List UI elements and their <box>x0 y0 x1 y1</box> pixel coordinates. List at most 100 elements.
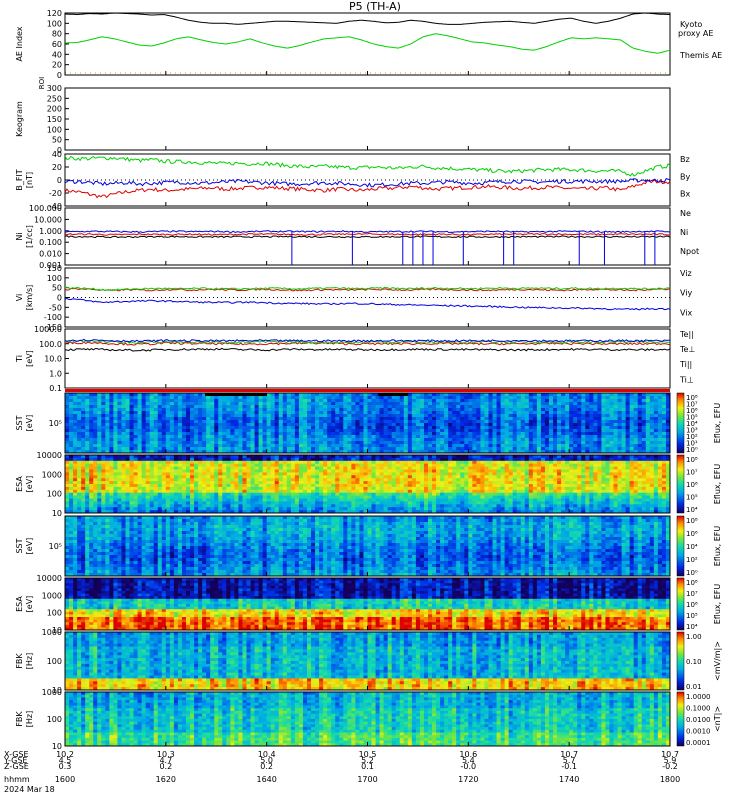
heatmap-cell <box>323 510 328 514</box>
heatmap-cell <box>504 402 510 406</box>
heatmap-cell <box>403 396 409 400</box>
heatmap-cell <box>351 495 356 499</box>
heatmap-cell <box>286 510 292 514</box>
heatmap-cell <box>246 466 251 470</box>
heatmap-cell <box>222 481 227 485</box>
heatmap-cell <box>323 426 328 430</box>
heatmap-cell <box>492 417 497 421</box>
heatmap-cell <box>331 426 336 430</box>
heatmap-cell <box>440 393 445 397</box>
heatmap-cell <box>629 402 635 406</box>
heatmap-cell <box>73 510 78 514</box>
heatmap-cell <box>222 466 227 470</box>
heatmap-cell <box>282 481 288 485</box>
heatmap-cell <box>488 405 493 409</box>
heatmap-cell <box>532 423 538 427</box>
heatmap-cell <box>270 441 276 445</box>
heatmap-cell <box>355 423 360 427</box>
heatmap-cell <box>133 507 138 511</box>
heatmap-cell <box>367 463 372 467</box>
y-tick-label: 0 <box>57 146 62 155</box>
heatmap-cell <box>544 432 550 436</box>
heatmap-cell <box>363 432 368 436</box>
heatmap-cell <box>177 481 183 485</box>
heatmap-cell <box>327 447 332 451</box>
heatmap-cell <box>516 420 522 424</box>
heatmap-cell <box>177 441 183 445</box>
heatmap-cell <box>206 481 211 485</box>
heatmap-cell <box>113 498 118 502</box>
heatmap-cell <box>230 444 235 448</box>
heatmap-cell <box>657 399 663 403</box>
heatmap-cell <box>355 444 360 448</box>
heatmap-cell <box>311 420 316 424</box>
heatmap-cell <box>383 498 389 502</box>
heatmap-cell <box>480 420 485 424</box>
heatmap-cell <box>137 466 143 470</box>
heatmap-cell <box>391 481 397 485</box>
heatmap-cell <box>69 504 74 508</box>
heatmap-cell <box>214 478 219 482</box>
heatmap-cell <box>242 405 247 409</box>
heatmap-cell <box>226 504 231 508</box>
heatmap-cell <box>343 405 348 409</box>
heatmap-cell <box>282 466 288 470</box>
heatmap-cell <box>391 504 397 508</box>
heatmap-cell <box>190 447 195 451</box>
heatmap-cell <box>440 432 445 436</box>
heatmap-cell <box>597 414 602 418</box>
heatmap-cell <box>230 402 235 406</box>
heatmap-cell <box>145 429 151 433</box>
heatmap-cell <box>218 492 223 496</box>
heatmap-cell <box>335 396 340 400</box>
heatmap-cell <box>621 426 627 430</box>
heatmap-cell <box>89 472 94 476</box>
heatmap-cell <box>327 417 332 421</box>
heatmap-cell <box>355 402 360 406</box>
heatmap-cell <box>528 441 534 445</box>
heatmap-cell <box>339 393 344 397</box>
heatmap-cell <box>290 504 296 508</box>
heatmap-cell <box>315 501 320 505</box>
heatmap-cell <box>605 411 610 415</box>
heatmap-cell <box>258 438 264 442</box>
heatmap-cell <box>65 447 70 451</box>
heatmap-cell <box>202 405 207 409</box>
heatmap-cell <box>141 396 147 400</box>
heatmap-cell <box>149 501 155 505</box>
heatmap-cell <box>137 484 143 488</box>
heatmap-cell <box>597 426 602 430</box>
heatmap-cell <box>577 414 582 418</box>
heatmap-cell <box>169 466 175 470</box>
heatmap-cell <box>665 441 671 445</box>
heatmap-cell <box>93 504 98 508</box>
heatmap-cell <box>270 444 276 448</box>
heatmap-cell <box>512 447 518 451</box>
heatmap-cell <box>307 495 312 499</box>
heatmap-cell <box>286 466 292 470</box>
heatmap-cell <box>411 408 417 412</box>
heatmap-cell <box>177 432 183 436</box>
heatmap-cell <box>262 492 268 496</box>
heatmap-cell <box>81 510 86 514</box>
heatmap-cell <box>149 441 155 445</box>
heatmap-cell <box>496 414 501 418</box>
heatmap-cell <box>653 420 659 424</box>
heatmap-cell <box>242 399 247 403</box>
heatmap-cell <box>181 495 187 499</box>
heatmap-cell <box>190 455 195 459</box>
heatmap-cell <box>157 469 163 473</box>
heatmap-cell <box>391 510 397 514</box>
heatmap-cell <box>210 460 215 465</box>
heatmap-cell <box>214 402 219 406</box>
heatmap-cell <box>415 492 421 496</box>
heatmap-cell <box>141 426 147 430</box>
heatmap-cell <box>282 411 288 415</box>
heatmap-cell <box>625 435 631 439</box>
heatmap-cell <box>528 420 534 424</box>
heatmap-cell <box>133 466 138 470</box>
heatmap-cell <box>331 432 336 436</box>
heatmap-cell <box>661 429 667 433</box>
heatmap-cell <box>186 399 191 403</box>
heatmap-cell <box>399 484 405 488</box>
